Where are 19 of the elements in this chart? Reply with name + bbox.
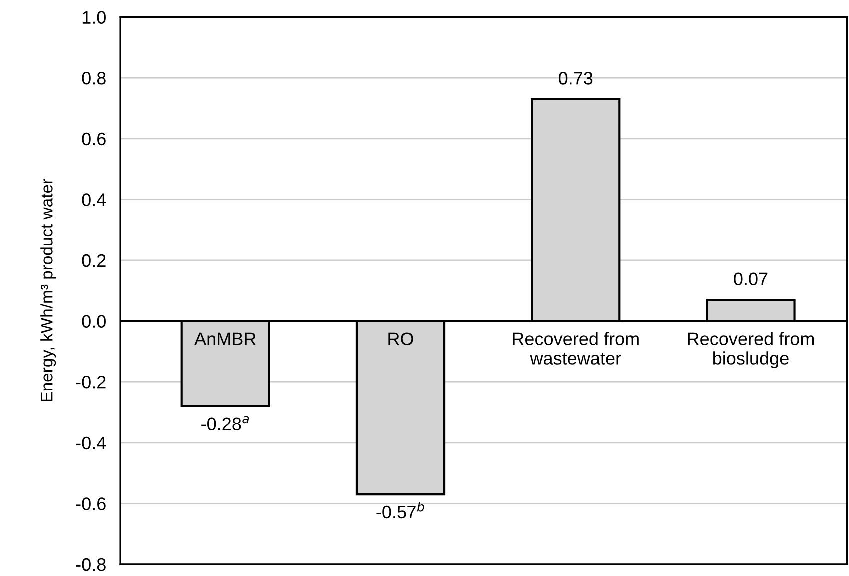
y-tick-label: -0.4 [76,436,106,450]
y-tick-label: 0.4 [82,194,106,206]
y-tick-label: 0.6 [82,132,106,146]
y-tick-label: 0.8 [82,72,106,85]
data-label: 0.07 [734,272,768,286]
x-tick-label: AnMBR [194,332,256,346]
y-tick-label: -0.8 [76,558,106,572]
data-label: -0.57$^{b}$ [376,502,424,519]
y-tick-label: 0.2 [82,254,106,268]
y-tick-label: 0.0 [82,315,106,328]
data-label: 0.73 [559,72,593,85]
x-tick-label: Recovered from biosludge [688,332,814,369]
x-tick-label: RO [388,332,414,346]
y-tick-label: -0.2 [76,376,106,389]
y-axis-title: Energy, kWh/m³ product water [40,179,56,402]
y-tick-label: 1.0 [82,11,106,24]
y-tick-label: -0.6 [76,498,106,510]
x-tick-label: Recovered from wastewater [513,332,639,365]
data-label: -0.28$^{a}$ [202,416,250,431]
